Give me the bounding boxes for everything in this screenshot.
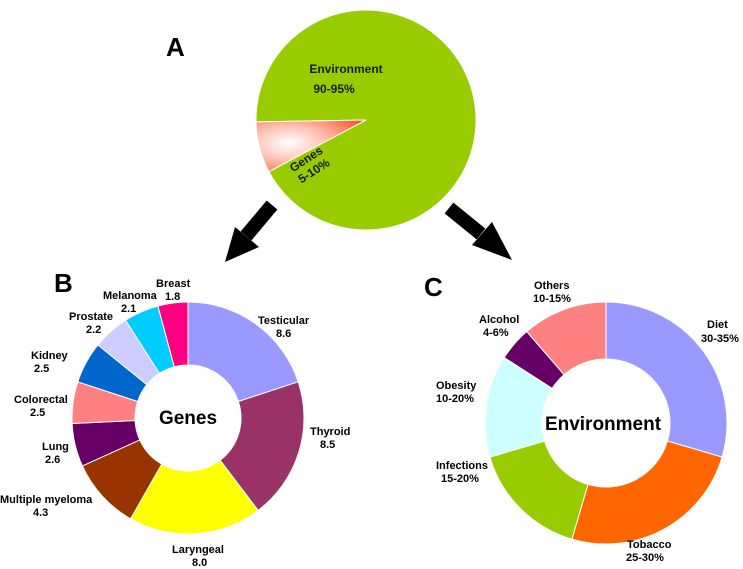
label-others: Others <box>534 280 569 292</box>
label-diet: Diet <box>707 319 728 331</box>
value-diet: 30-35% <box>701 333 739 345</box>
genes-center-label: Genes <box>159 408 217 429</box>
panel-letter-a: A <box>166 32 185 62</box>
environment-slice-label: Environment <box>309 62 382 76</box>
arrow-to-c <box>444 202 512 260</box>
arrow-to-b <box>225 200 278 262</box>
donut-b-labels: Testicular 8.6 Thyroid 8.5 Laryngeal 8.0… <box>0 278 350 569</box>
label-thyroid: Thyroid <box>310 426 350 438</box>
slice-environment <box>255 9 477 231</box>
environment-center-label: Environment <box>545 414 662 435</box>
value-multiple-myeloma: 4.3 <box>33 507 48 519</box>
slice-genes <box>255 119 367 173</box>
label-colorectal: Colorectal <box>14 394 68 406</box>
label-multiple-myeloma: Multiple myeloma <box>0 494 93 506</box>
value-thyroid: 8.5 <box>320 439 335 451</box>
label-obesity: Obesity <box>436 380 477 392</box>
value-lung: 2.6 <box>45 454 60 466</box>
label-prostate: Prostate <box>69 311 113 323</box>
environment-slice-value: 90-95% <box>313 82 355 96</box>
label-laryngeal: Laryngeal <box>172 544 224 556</box>
value-laryngeal: 8.0 <box>192 557 207 569</box>
label-tobacco: Tobacco <box>627 539 672 551</box>
label-melanoma: Melanoma <box>103 290 158 302</box>
value-prostate: 2.2 <box>86 324 101 336</box>
label-testicular: Testicular <box>258 315 310 327</box>
donut-hole <box>542 359 670 487</box>
panel-letter-b: B <box>54 268 73 298</box>
label-breast: Breast <box>156 278 191 290</box>
value-breast: 1.8 <box>165 291 180 303</box>
value-testicular: 8.6 <box>276 328 291 340</box>
donut-c-labels: Diet 30-35% Tobacco 25-30% Infections 15… <box>436 280 739 564</box>
value-tobacco: 25-30% <box>626 552 664 564</box>
donut-chart-b: Genes <box>71 301 305 535</box>
pie-chart-a: Environment 90-95% Genes 5-10% <box>255 9 477 231</box>
donut-chart-c: Environment <box>484 301 728 545</box>
label-alcohol: Alcohol <box>479 314 519 326</box>
value-kidney: 2.5 <box>34 363 49 375</box>
label-lung: Lung <box>42 441 69 453</box>
value-alcohol: 4-6% <box>483 327 509 339</box>
panel-letter-c: C <box>424 272 443 302</box>
donut-hole <box>135 365 241 471</box>
value-melanoma: 2.1 <box>121 303 136 315</box>
value-infections: 15-20% <box>441 473 479 485</box>
value-obesity: 10-20% <box>436 393 474 405</box>
value-others: 10-15% <box>533 293 571 305</box>
label-kidney: Kidney <box>31 350 69 362</box>
value-colorectal: 2.5 <box>30 407 45 419</box>
label-infections: Infections <box>436 460 488 472</box>
